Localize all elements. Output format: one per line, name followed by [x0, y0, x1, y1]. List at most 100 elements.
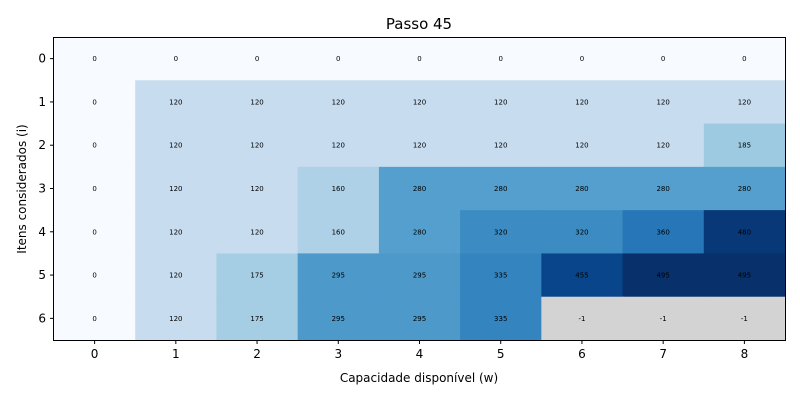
y-tick-label-4: 4 — [38, 225, 46, 239]
x-axis-ticks: 0 1 2 3 4 5 6 7 8 — [91, 340, 748, 361]
heatmap-cell-5-7 — [622, 253, 705, 298]
cell-value-4-0: 0 — [92, 228, 96, 236]
cell-value-4-1: 120 — [169, 228, 182, 236]
cell-value-4-3: 160 — [332, 228, 345, 236]
heatmap-cell-6-3 — [297, 296, 380, 341]
cell-value-1-7: 120 — [656, 98, 669, 106]
y-axis-ticks: 0 1 2 3 4 5 6 — [38, 52, 54, 325]
heatmap-cell-5-1 — [135, 253, 218, 298]
cell-value-4-4: 280 — [413, 228, 426, 236]
cell-value-3-2: 120 — [250, 185, 263, 193]
cell-value-1-5: 120 — [494, 98, 507, 106]
y-axis-label: Itens considerados (i) — [15, 124, 29, 253]
cell-value-5-0: 0 — [92, 272, 96, 280]
heatmap-cell-4-5 — [460, 210, 542, 255]
cell-value-3-8: 280 — [738, 185, 751, 193]
cell-value-6-3: 295 — [332, 315, 345, 323]
heatmap-cell-5-2 — [216, 253, 299, 298]
cell-value-0-0: 0 — [92, 55, 96, 63]
cell-value-3-3: 160 — [332, 185, 345, 193]
heatmap-cell-2-2 — [216, 123, 299, 168]
heatmap-cell-4-4 — [378, 210, 461, 255]
cell-value-6-0: 0 — [92, 315, 96, 323]
heatmap-cell-3-0 — [54, 166, 136, 211]
cell-value-3-4: 280 — [413, 185, 426, 193]
heatmap-cell-1-0 — [54, 80, 136, 125]
heatmap-cell-4-3 — [297, 210, 380, 255]
heatmap-cell-5-5 — [460, 253, 542, 298]
y-tick-label-6: 6 — [38, 311, 46, 325]
x-tick-label-1: 1 — [172, 347, 180, 361]
cell-value-0-4: 0 — [417, 55, 421, 63]
cell-value-0-8: 0 — [742, 55, 746, 63]
heatmap-cell-2-8 — [703, 123, 786, 168]
heatmap-cell-3-6 — [541, 166, 624, 211]
heatmap-cell-6-5 — [460, 296, 542, 341]
heatmap-cell-0-8 — [703, 37, 786, 81]
cell-value-3-6: 280 — [575, 185, 588, 193]
cell-value-3-5: 280 — [494, 185, 507, 193]
heatmap-cell-0-7 — [622, 37, 705, 81]
y-tick-label-3: 3 — [38, 182, 46, 196]
cell-value-2-7: 120 — [656, 142, 669, 150]
heatmap-cell-0-2 — [216, 37, 299, 81]
heatmap-cell-2-3 — [297, 123, 380, 168]
heatmap-cell-4-2 — [216, 210, 299, 255]
cell-value-0-1: 0 — [174, 55, 178, 63]
heatmap-cell-3-1 — [135, 166, 218, 211]
cell-value-2-0: 0 — [92, 142, 96, 150]
cell-value-6-1: 120 — [169, 315, 182, 323]
heatmap-cell-1-5 — [460, 80, 542, 125]
heatmap-cell-2-5 — [460, 123, 542, 168]
cell-value-0-7: 0 — [661, 55, 665, 63]
cell-value-1-4: 120 — [413, 98, 426, 106]
cell-value-2-2: 120 — [250, 142, 263, 150]
heatmap-cell-1-2 — [216, 80, 299, 125]
heatmap-cell-6-8 — [703, 296, 786, 341]
heatmap-cell-labels: 0 0 0 0 0 0 0 0 0 0 120 120 120 120 120 120 120 120 0 120 12… — [92, 55, 751, 323]
heatmap-cell-6-7 — [622, 296, 705, 341]
heatmap-cell-1-4 — [378, 80, 461, 125]
cell-value-6-8: -1 — [741, 315, 748, 323]
heatmap-cell-1-8 — [703, 80, 786, 125]
cell-value-1-1: 120 — [169, 98, 182, 106]
y-tick-label-2: 2 — [38, 138, 46, 152]
cell-value-5-6: 455 — [575, 272, 588, 280]
cell-value-4-7: 360 — [656, 228, 669, 236]
cell-value-0-6: 0 — [580, 55, 584, 63]
cell-value-4-2: 120 — [250, 228, 263, 236]
cell-value-6-6: -1 — [578, 315, 585, 323]
cell-value-2-4: 120 — [413, 142, 426, 150]
y-tick-label-5: 5 — [38, 268, 46, 282]
heatmap-cell-3-2 — [216, 166, 299, 211]
heatmap-cell-5-0 — [54, 253, 136, 298]
cell-value-5-8: 495 — [738, 272, 751, 280]
cell-value-4-5: 320 — [494, 228, 507, 236]
cell-value-1-6: 120 — [575, 98, 588, 106]
heatmap-cell-3-8 — [703, 166, 786, 211]
heatmap-cell-1-1 — [135, 80, 218, 125]
x-tick-label-6: 6 — [578, 347, 586, 361]
cell-value-5-4: 295 — [413, 272, 426, 280]
heatmap-cell-2-7 — [622, 123, 705, 168]
cell-value-4-6: 320 — [575, 228, 588, 236]
cell-value-5-3: 295 — [332, 272, 345, 280]
heatmap-cell-3-5 — [460, 166, 542, 211]
heatmap-cell-0-5 — [460, 37, 542, 81]
y-tick-label-1: 1 — [38, 95, 46, 109]
heatmap-cell-2-6 — [541, 123, 624, 168]
heatmap-cell-6-6 — [541, 296, 624, 341]
heatmap-cell-3-3 — [297, 166, 380, 211]
cell-value-6-4: 295 — [413, 315, 426, 323]
heatmap-cell-1-7 — [622, 80, 705, 125]
cell-value-0-2: 0 — [255, 55, 259, 63]
heatmap-cell-0-6 — [541, 37, 624, 81]
heatmap-cell-6-4 — [378, 296, 461, 341]
heatmap-cell-6-2 — [216, 296, 299, 341]
heatmap-cell-4-1 — [135, 210, 218, 255]
cell-value-2-8: 185 — [738, 142, 751, 150]
cell-value-5-2: 175 — [250, 272, 263, 280]
heatmap-cell-5-8 — [703, 253, 786, 298]
heatmap-cell-2-4 — [378, 123, 461, 168]
